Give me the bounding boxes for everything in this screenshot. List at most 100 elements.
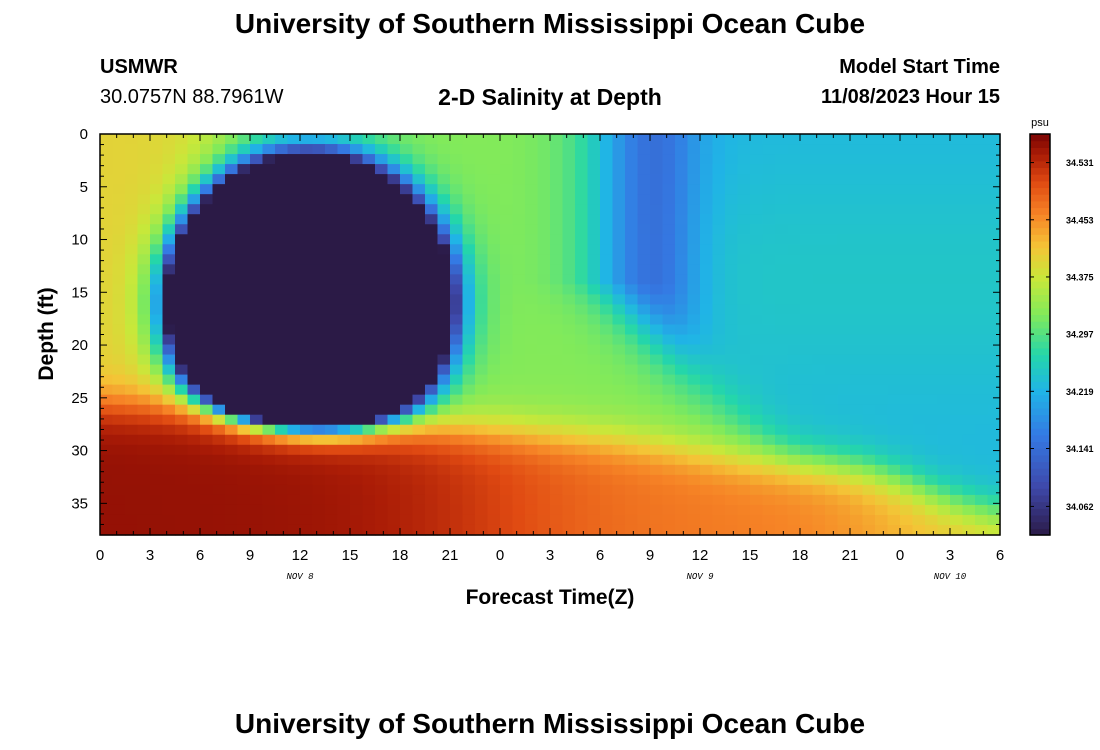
heatmap-cell	[837, 514, 851, 526]
heatmap-cell	[287, 504, 301, 516]
heatmap-cell	[625, 174, 639, 185]
heatmap-cell	[200, 464, 214, 476]
heatmap-cell	[137, 464, 151, 476]
heatmap-cell	[237, 324, 251, 336]
heatmap-cell	[712, 134, 726, 145]
heatmap-cell	[775, 484, 789, 496]
heatmap-cell	[900, 494, 914, 506]
heatmap-cell	[937, 514, 951, 526]
heatmap-cell	[837, 274, 851, 285]
heatmap-cell	[950, 224, 964, 235]
heatmap-cell	[812, 374, 826, 386]
heatmap-cell	[125, 524, 139, 536]
heatmap-cell	[225, 244, 239, 255]
heatmap-cell	[862, 474, 876, 486]
heatmap-cell	[187, 274, 201, 285]
heatmap-cell	[275, 304, 289, 316]
heatmap-cell	[162, 454, 176, 466]
heatmap-cell	[700, 134, 714, 145]
heatmap-cell	[887, 264, 901, 275]
heatmap-cell	[587, 304, 601, 316]
heatmap-cell	[375, 364, 389, 376]
heatmap-cell	[712, 294, 726, 306]
heatmap-cell	[437, 224, 451, 235]
heatmap-cell	[162, 474, 176, 486]
heatmap-cell	[437, 174, 451, 185]
heatmap-cell	[425, 284, 439, 296]
heatmap-cell	[900, 274, 914, 285]
heatmap-cell	[650, 354, 664, 366]
heatmap-cell	[175, 464, 189, 476]
heatmap-cell	[850, 264, 864, 275]
heatmap-cell	[150, 144, 164, 155]
heatmap-cell	[850, 474, 864, 486]
heatmap-cell	[987, 414, 1001, 426]
heatmap-cell	[875, 414, 889, 426]
heatmap-cell	[975, 364, 989, 376]
heatmap-cell	[712, 314, 726, 326]
heatmap-cell	[425, 324, 439, 336]
heatmap-cell	[262, 454, 276, 466]
heatmap-cell	[612, 324, 626, 336]
heatmap-cell	[687, 294, 701, 306]
heatmap-cell	[150, 214, 164, 225]
heatmap-cell	[825, 174, 839, 185]
heatmap-cell	[462, 514, 476, 526]
heatmap-cell	[762, 264, 776, 275]
heatmap-cell	[537, 444, 551, 456]
heatmap-cell	[800, 264, 814, 275]
heatmap-cell	[850, 164, 864, 175]
heatmap-cell	[162, 414, 176, 426]
heatmap-cell	[250, 304, 264, 316]
heatmap-cell	[100, 464, 114, 476]
heatmap-cell	[650, 174, 664, 185]
heatmap-cell	[637, 274, 651, 285]
colorbar-segment	[1030, 481, 1050, 489]
heatmap-cell	[787, 504, 801, 516]
heatmap-cell	[175, 494, 189, 506]
heatmap-cell	[687, 214, 701, 225]
heatmap-cell	[400, 154, 414, 165]
heatmap-cell	[237, 184, 251, 195]
heatmap-cell	[387, 244, 401, 255]
heatmap-cell	[100, 434, 114, 446]
heatmap-cell	[462, 244, 476, 255]
heatmap-cell	[787, 324, 801, 336]
heatmap-cell	[925, 514, 939, 526]
colorbar-segment	[1030, 147, 1050, 155]
x-day-label: NOV 9	[686, 572, 714, 582]
heatmap-cell	[800, 404, 814, 416]
heatmap-cell	[912, 444, 926, 456]
heatmap-cell	[600, 184, 614, 195]
heatmap-cell	[462, 414, 476, 426]
heatmap-cell	[112, 434, 126, 446]
heatmap-cell	[275, 344, 289, 356]
heatmap-cell	[600, 264, 614, 275]
heatmap-cell	[812, 254, 826, 265]
heatmap-cell	[600, 344, 614, 356]
heatmap-cell	[725, 254, 739, 265]
heatmap-cell	[900, 414, 914, 426]
heatmap-cell	[412, 334, 426, 346]
heatmap-cell	[800, 184, 814, 195]
heatmap-cell	[687, 154, 701, 165]
heatmap-cell	[837, 144, 851, 155]
heatmap-cell	[437, 184, 451, 195]
heatmap-cell	[487, 184, 501, 195]
heatmap-cell	[650, 194, 664, 205]
heatmap-cell	[575, 404, 589, 416]
heatmap-cell	[200, 184, 214, 195]
heatmap-cell	[125, 234, 139, 245]
heatmap-cell	[612, 394, 626, 406]
heatmap-cell	[337, 224, 351, 235]
heatmap-cell	[450, 434, 464, 446]
heatmap-cell	[575, 364, 589, 376]
heatmap-cell	[975, 164, 989, 175]
heatmap-cell	[812, 494, 826, 506]
heatmap-cell	[162, 424, 176, 436]
heatmap-cell	[900, 264, 914, 275]
heatmap-cell	[962, 414, 976, 426]
heatmap-cell	[912, 464, 926, 476]
heatmap-cell	[800, 254, 814, 265]
heatmap-cell	[750, 354, 764, 366]
